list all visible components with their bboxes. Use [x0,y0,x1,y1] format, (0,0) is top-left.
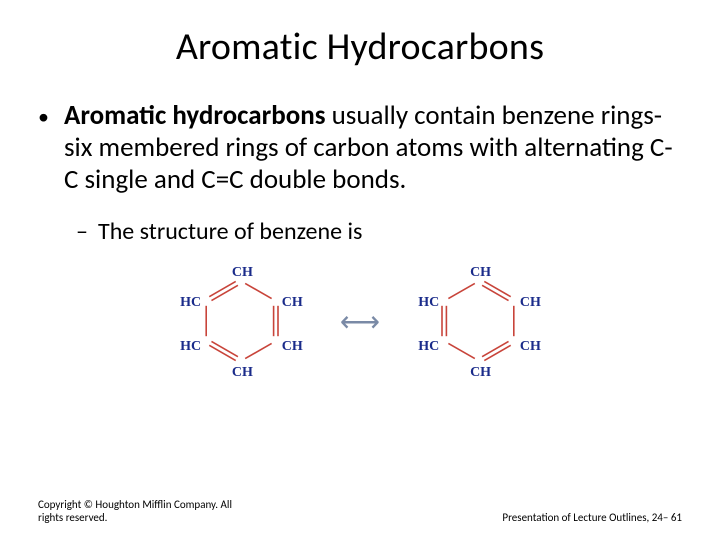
bullet2-text: The structure of benzene is [98,218,362,247]
bond-lines [166,256,316,386]
benzene-diagram: CHCHCHCHHCHC ⟷ CHCHCHCHHCHC [38,256,682,386]
bullet1-text: Aromatic hydrocarbons usually contain be… [64,100,682,196]
bond-lines [404,256,554,386]
benzene-ring-left: CHCHCHCHHCHC [166,256,316,386]
slide: Aromatic Hydrocarbons • Aromatic hydroca… [0,0,720,540]
page-number: Presentation of Lecture Outlines, 24– 61 [502,511,682,524]
resonance-arrow-icon: ⟷ [340,304,380,339]
slide-title: Aromatic Hydrocarbons [38,24,682,70]
benzene-ring-right: CHCHCHCHHCHC [404,256,554,386]
copyright-text: Copyright © Houghton Mifflin Company. Al… [38,498,238,524]
bullet-level2: – The structure of benzene is [76,218,682,247]
bullet1-marker: • [38,100,64,196]
bullet2-marker: – [76,218,98,247]
bullet1-bold: Aromatic hydrocarbons [64,99,325,132]
bullet-level1: • Aromatic hydrocarbons usually contain … [38,100,682,196]
slide-footer: Copyright © Houghton Mifflin Company. Al… [38,498,682,524]
